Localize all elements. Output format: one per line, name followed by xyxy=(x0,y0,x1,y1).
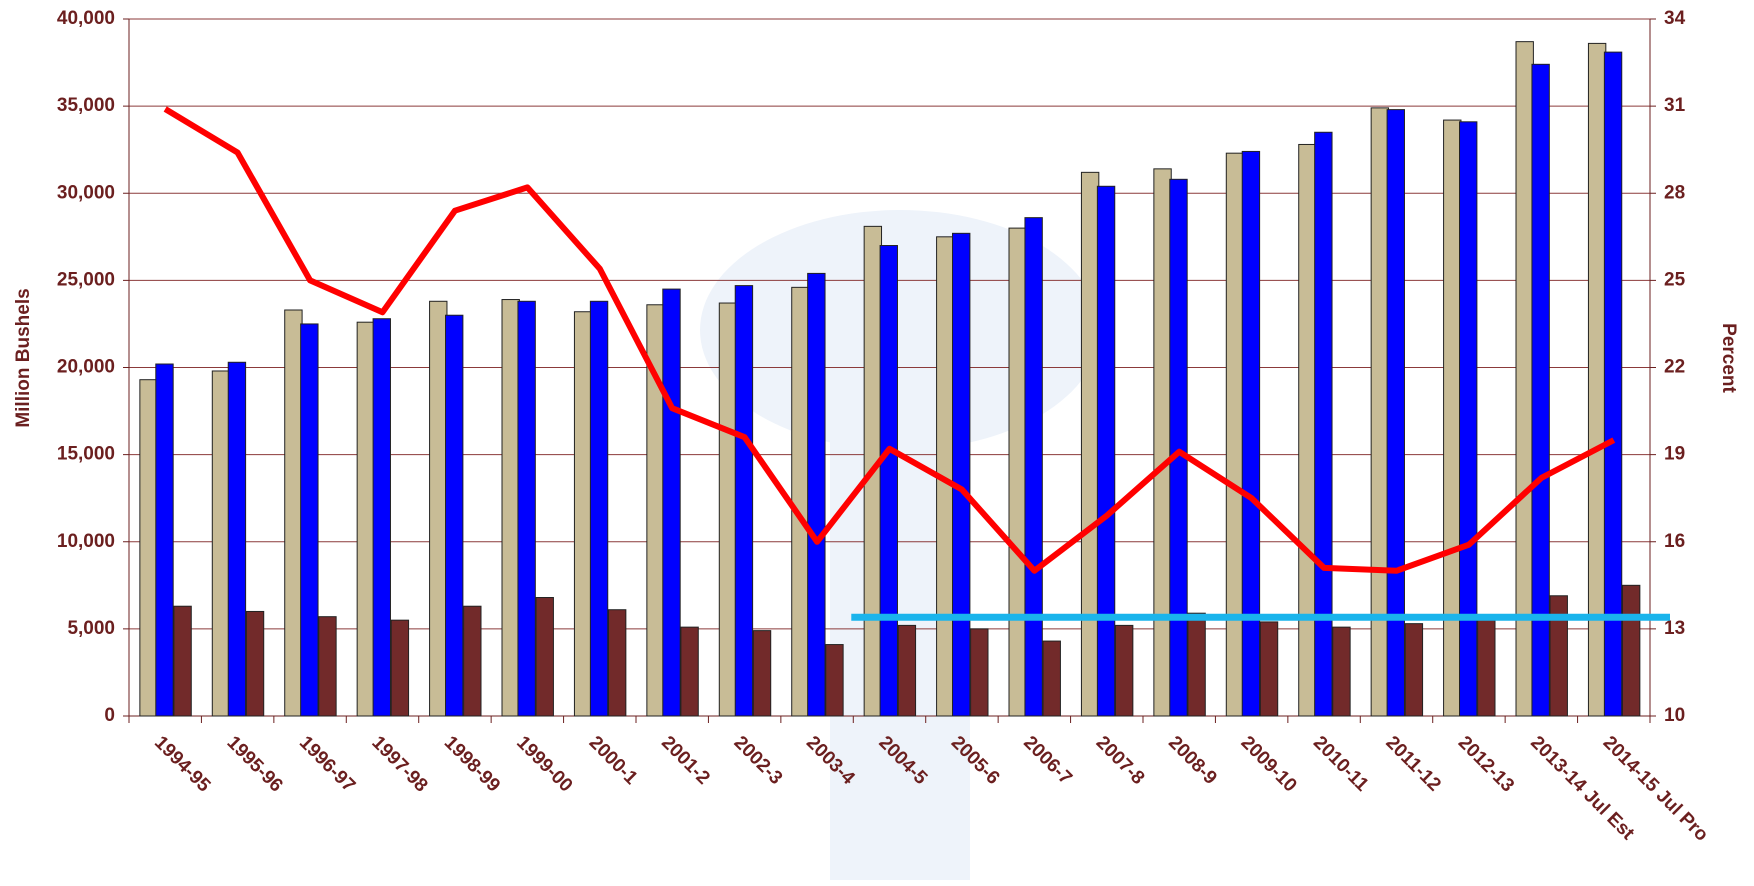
bar xyxy=(970,628,989,717)
x-tick-label: 2008-9 xyxy=(1164,732,1221,789)
y-tick-label: 25,000 xyxy=(57,269,115,290)
y-tick-label: 30,000 xyxy=(57,182,115,203)
bar xyxy=(390,619,410,717)
bar xyxy=(1332,626,1351,717)
bar xyxy=(1225,152,1245,717)
bar xyxy=(807,272,826,717)
y-tick-label: 0 xyxy=(104,705,115,726)
bar xyxy=(1443,119,1462,717)
bar xyxy=(1477,617,1496,717)
bar xyxy=(752,630,772,717)
x-tick-label: 1994-95 xyxy=(150,732,214,796)
bar xyxy=(429,300,448,717)
bar xyxy=(1603,51,1623,717)
y2-tick-label: 10 xyxy=(1664,705,1685,726)
y2-tick-label: 28 xyxy=(1664,182,1685,203)
bar xyxy=(535,597,554,717)
bar xyxy=(607,609,627,717)
bar xyxy=(1621,584,1641,717)
bar xyxy=(372,318,391,717)
bar xyxy=(1114,624,1134,717)
bar xyxy=(211,370,231,717)
x-tick-label: 1999-00 xyxy=(512,732,576,796)
bar xyxy=(680,626,699,717)
x-tick-label: 2002-3 xyxy=(730,732,787,789)
y2-tick-label: 22 xyxy=(1664,357,1685,378)
bar xyxy=(1459,121,1478,717)
x-tick-label: 1996-97 xyxy=(295,732,359,796)
bar xyxy=(662,288,681,717)
x-tick-label: 2009-10 xyxy=(1237,732,1301,796)
bar xyxy=(139,379,158,717)
bar xyxy=(825,644,844,717)
bar xyxy=(1549,595,1568,717)
bar xyxy=(1404,623,1424,717)
y2-tick-label: 25 xyxy=(1664,269,1686,290)
y-tick-label: 15,000 xyxy=(57,444,115,465)
bar xyxy=(1298,143,1317,717)
bar xyxy=(356,321,376,717)
bar xyxy=(1314,131,1333,717)
bar xyxy=(1370,107,1390,717)
bar xyxy=(463,605,482,717)
bar xyxy=(300,323,319,717)
bar xyxy=(517,300,536,717)
y-tick-label: 10,000 xyxy=(57,531,115,552)
y-tick-label: 35,000 xyxy=(57,95,115,116)
x-tick-label: 2011-12 xyxy=(1381,732,1444,795)
y2-axis-title: Percent xyxy=(1718,323,1739,393)
y2-tick-label: 34 xyxy=(1664,8,1686,29)
line xyxy=(163,106,1616,574)
bar xyxy=(1008,227,1027,717)
bar xyxy=(318,616,337,717)
y-tick-label: 5,000 xyxy=(67,618,115,639)
bar xyxy=(1153,168,1172,717)
bar xyxy=(1187,612,1206,717)
bar xyxy=(284,309,303,717)
bar xyxy=(173,605,192,717)
bar xyxy=(734,285,754,717)
bar xyxy=(791,286,810,717)
bar xyxy=(589,300,609,717)
y2-tick-label: 19 xyxy=(1664,444,1685,465)
y-axis-title: Million Bushels xyxy=(13,288,34,427)
x-tick-label: 1998-99 xyxy=(440,732,504,796)
y2-tick-label: 16 xyxy=(1664,531,1685,552)
bar xyxy=(897,624,917,717)
x-tick-label: 2001-2 xyxy=(657,732,714,789)
bar xyxy=(879,245,898,717)
bar xyxy=(1080,171,1100,717)
x-tick-label: 2012-13 xyxy=(1454,732,1518,796)
bar xyxy=(1169,178,1188,717)
bar xyxy=(1096,185,1116,717)
x-tick-label: 2006-7 xyxy=(1019,732,1076,789)
bar xyxy=(445,314,464,717)
x-tick-label: 2007-8 xyxy=(1092,732,1149,789)
y2-tick-label: 31 xyxy=(1664,95,1686,116)
x-tick-label: 1995-96 xyxy=(223,732,287,796)
y2-tick-label: 13 xyxy=(1664,618,1685,639)
bar xyxy=(245,610,265,717)
bar xyxy=(1386,109,1405,717)
bar xyxy=(155,363,174,717)
bar xyxy=(573,311,593,717)
bar xyxy=(1024,217,1043,717)
y-tick-label: 40,000 xyxy=(57,8,115,29)
bar xyxy=(1531,63,1550,717)
y-tick-label: 20,000 xyxy=(57,357,115,378)
bar xyxy=(1042,640,1061,717)
bar xyxy=(1259,621,1279,717)
x-tick-label: 1997-98 xyxy=(367,732,431,796)
bar xyxy=(952,232,971,717)
bar xyxy=(501,299,520,717)
bar xyxy=(227,361,247,717)
bar xyxy=(718,302,738,717)
bar xyxy=(1241,150,1261,717)
x-tick-label: 2000-1 xyxy=(585,732,642,789)
x-tick-label: 2010-11 xyxy=(1309,732,1373,796)
